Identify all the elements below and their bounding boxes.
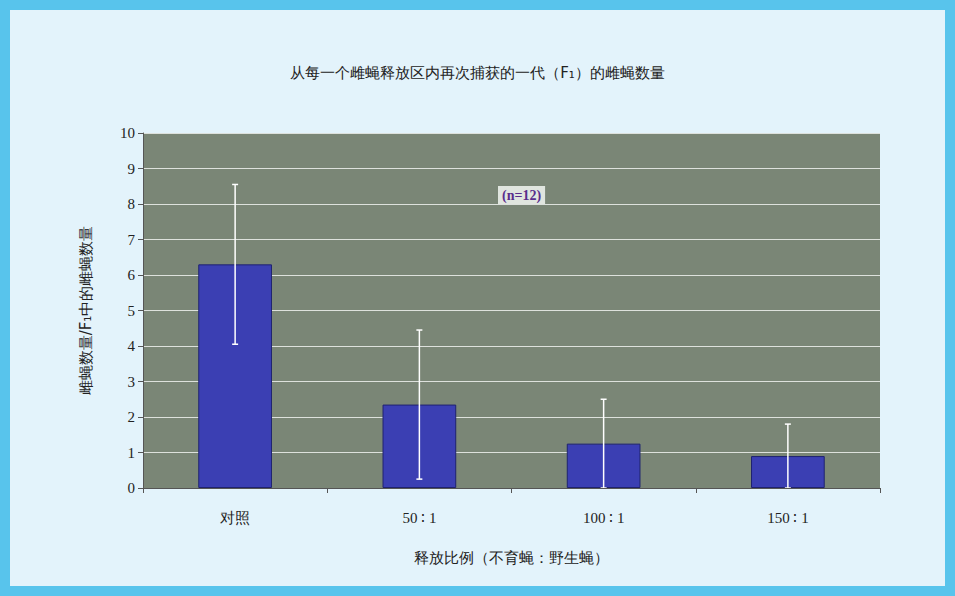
svg-text:10: 10 — [120, 125, 135, 141]
svg-text:4: 4 — [128, 338, 136, 354]
svg-text:50 ∶ 1: 50 ∶ 1 — [402, 510, 436, 526]
svg-text:8: 8 — [128, 196, 136, 212]
svg-text:从每一个雌蝇释放区内再次捕获的一代（F₁）的雌蝇数量: 从每一个雌蝇释放区内再次捕获的一代（F₁）的雌蝇数量 — [290, 64, 665, 82]
svg-text:150 ∶ 1: 150 ∶ 1 — [767, 510, 809, 526]
svg-text:0: 0 — [128, 480, 136, 496]
svg-text:3: 3 — [128, 374, 136, 390]
svg-text:(n=12): (n=12) — [502, 188, 541, 204]
svg-text:释放比例（不育蝇：野生蝇）: 释放比例（不育蝇：野生蝇） — [414, 549, 609, 567]
svg-text:100 ∶ 1: 100 ∶ 1 — [583, 510, 625, 526]
svg-text:7: 7 — [128, 232, 136, 248]
svg-text:5: 5 — [128, 303, 136, 319]
svg-text:雌蝇数量/F₁中的雌蝇数量: 雌蝇数量/F₁中的雌蝇数量 — [77, 226, 95, 396]
svg-text:6: 6 — [128, 267, 136, 283]
svg-text:1: 1 — [128, 445, 136, 461]
svg-text:2: 2 — [128, 409, 136, 425]
svg-text:对照: 对照 — [220, 510, 250, 526]
svg-text:9: 9 — [128, 161, 136, 177]
